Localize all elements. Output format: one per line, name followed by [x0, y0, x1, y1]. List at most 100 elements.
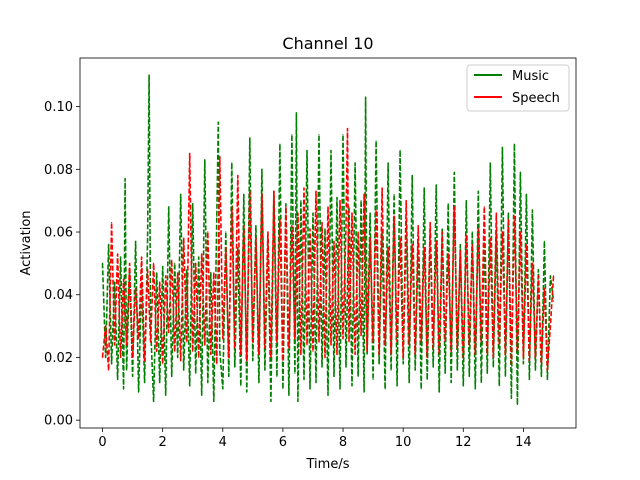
data-point-speech	[498, 344, 500, 346]
data-point-speech	[360, 334, 362, 337]
data-point-music	[168, 206, 170, 208]
data-point-music	[210, 272, 212, 274]
data-point-speech	[288, 347, 290, 349]
x-axis: 0 2 4 6 8 10 12 14	[98, 428, 532, 450]
data-point-music	[225, 231, 227, 233]
data-point-speech	[453, 206, 455, 208]
data-point-music	[252, 360, 254, 362]
data-point-music	[501, 146, 503, 148]
data-point-speech	[483, 206, 485, 208]
data-point-music	[537, 269, 540, 271]
data-point-speech	[306, 344, 308, 346]
data-point-speech	[324, 356, 326, 358]
data-point-music	[399, 149, 401, 152]
data-point-speech	[552, 275, 555, 277]
data-point-music	[111, 363, 113, 365]
data-point-music	[285, 203, 287, 205]
data-point-music	[435, 184, 437, 186]
x-tick-label: 4	[219, 435, 227, 450]
data-point-music	[365, 96, 367, 98]
data-point-music	[306, 149, 308, 152]
data-point-speech	[261, 193, 263, 195]
data-point-music	[327, 394, 329, 396]
data-point-speech	[198, 356, 200, 358]
data-point-speech	[186, 341, 188, 343]
x-tick-label: 14	[515, 435, 532, 450]
data-point-music	[171, 375, 173, 377]
data-point-music	[504, 375, 506, 377]
data-point-speech	[432, 347, 434, 349]
y-tick-label: 0.06	[44, 226, 73, 241]
data-point-music	[180, 193, 182, 195]
data-point-music	[213, 400, 215, 402]
data-point-music	[534, 369, 537, 371]
data-point-speech	[528, 360, 531, 362]
data-point-music	[372, 378, 374, 380]
data-point-speech	[438, 353, 440, 355]
data-point-speech	[291, 225, 293, 227]
data-point-music	[183, 369, 185, 371]
data-point-music	[186, 269, 188, 271]
data-point-music	[270, 400, 272, 402]
data-point-speech	[222, 338, 224, 340]
data-point-speech	[171, 259, 173, 261]
data-point-music	[438, 391, 440, 393]
x-tick-label: 8	[339, 435, 347, 450]
data-point-music	[153, 400, 155, 402]
data-point-speech	[372, 341, 374, 343]
legend-box	[466, 64, 570, 112]
data-point-music	[108, 244, 110, 246]
data-point-music	[468, 375, 470, 377]
data-point-music	[441, 228, 443, 230]
data-point-speech	[165, 275, 167, 277]
data-point-music	[336, 196, 338, 199]
data-point-speech	[264, 347, 266, 349]
data-point-speech	[330, 344, 332, 346]
data-point-speech	[201, 253, 203, 255]
data-point-speech	[348, 341, 350, 343]
data-point-speech	[537, 275, 540, 277]
data-point-music	[387, 162, 389, 164]
data-point-music	[516, 403, 519, 406]
data-point-speech	[297, 212, 299, 214]
data-point-music	[144, 381, 146, 384]
data-point-speech	[429, 222, 431, 224]
data-point-music	[165, 394, 167, 396]
data-point-speech	[396, 341, 398, 343]
data-point-music	[312, 212, 314, 214]
data-point-music	[510, 397, 512, 399]
data-point-speech	[294, 338, 296, 340]
data-point-speech	[207, 231, 209, 233]
data-point-speech	[474, 353, 476, 355]
data-point-speech	[213, 272, 215, 274]
data-point-music	[447, 203, 449, 205]
data-point-music	[393, 193, 395, 195]
data-point-music	[222, 388, 224, 390]
data-point-music	[321, 366, 323, 368]
data-point-speech	[105, 325, 107, 327]
data-point-speech	[327, 206, 329, 208]
data-point-music	[217, 121, 219, 123]
data-point-speech	[204, 344, 206, 346]
y-tick-label: 0.00	[44, 414, 73, 429]
x-tick-label: 2	[159, 435, 167, 450]
data-point-music	[216, 215, 218, 217]
data-point-music	[243, 193, 245, 195]
data-point-music	[465, 200, 467, 202]
data-point-speech	[108, 369, 110, 371]
data-point-music	[546, 378, 549, 380]
data-point-speech	[255, 237, 257, 239]
data-point-music	[148, 74, 150, 76]
data-point-music	[234, 366, 236, 368]
data-point-music	[456, 369, 458, 371]
data-point-music	[345, 366, 347, 368]
data-point-speech	[183, 237, 185, 239]
data-point-speech	[486, 353, 488, 355]
data-point-music	[228, 375, 230, 377]
data-point-speech	[345, 225, 347, 227]
data-point-speech	[414, 353, 416, 355]
data-point-music	[474, 388, 476, 390]
data-point-speech	[219, 156, 221, 158]
x-tick-label: 10	[395, 435, 412, 450]
